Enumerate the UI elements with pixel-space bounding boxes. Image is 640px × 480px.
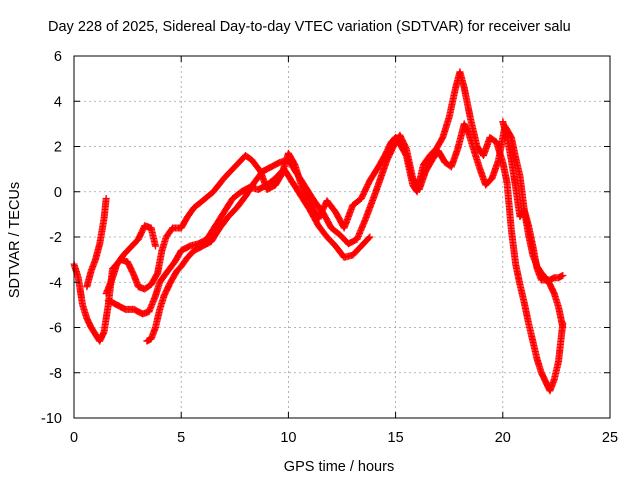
data-points (70, 68, 567, 395)
y-tick-label: -2 (49, 230, 62, 246)
y-tick-label: 0 (54, 185, 62, 201)
y-tick-label: 2 (54, 140, 62, 156)
series-track-6 (499, 118, 567, 284)
y-tick-label: -8 (49, 366, 62, 382)
x-tick-label: 15 (388, 430, 404, 446)
x-tick-label: 5 (177, 430, 185, 446)
y-tick-label: -6 (49, 321, 62, 337)
series-track-5 (143, 120, 567, 345)
data-point (366, 233, 374, 241)
data-point (151, 242, 159, 250)
series-track-2 (83, 195, 110, 291)
y-tick-label: -4 (49, 275, 62, 291)
axis-ticks (73, 55, 611, 419)
series-track-3 (102, 222, 159, 298)
x-tick-label: 20 (495, 430, 511, 446)
data-point (559, 271, 567, 279)
data-point (102, 195, 110, 203)
y-tick-label: -10 (41, 411, 62, 427)
data-point (559, 324, 567, 331)
y-tick-label: 6 (54, 49, 62, 65)
y-tick-label: 4 (54, 94, 62, 110)
series-track-4 (104, 165, 374, 318)
x-tick-label: 10 (280, 430, 296, 446)
y-tick-labels: -10 -8 -6 -4 -2 0 2 4 6 (41, 49, 62, 427)
y-axis-label: SDTVAR / TECUs (7, 182, 23, 298)
x-tick-label: 0 (70, 430, 78, 446)
chart-title: Day 228 of 2025, Sidereal Day-to-day VTE… (48, 19, 571, 35)
x-tick-labels: 0 5 10 15 20 25 (70, 430, 618, 446)
data-point (365, 234, 373, 242)
x-tick-label: 25 (602, 430, 618, 446)
x-axis-label: GPS time / hours (284, 459, 394, 475)
